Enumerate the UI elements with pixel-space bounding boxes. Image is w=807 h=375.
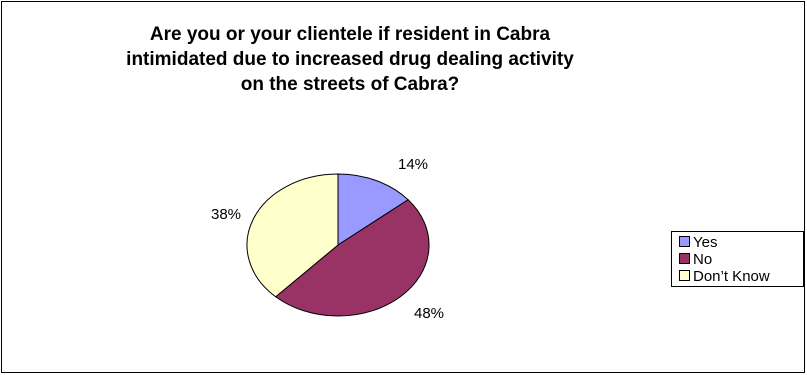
legend-label-no: No [693,251,713,268]
chart-title: Are you or your clientele if resident in… [0,22,700,97]
slice-no [274,199,430,317]
chart-title-line-3: on the streets of Cabra? [240,74,460,95]
slice-yes [337,173,409,246]
legend-item-dont-know: Don’t Know [679,268,770,285]
chart-title-line-2: intimidated due to increased drug dealin… [126,49,574,70]
data-label-yes: 14% [398,156,428,173]
legend-swatch-yes [679,236,690,247]
data-label-no: 48% [414,305,444,322]
legend-swatch-dont-know [679,270,690,281]
legend-item-yes: Yes [679,234,717,251]
legend-item-no: No [679,251,712,268]
legend-swatch-no [679,253,690,264]
legend-label-dont-know: Don’t Know [693,268,770,285]
chart-legend: Yes No Don’t Know [671,231,804,287]
slice-dont-know [246,173,339,298]
legend-label-yes: Yes [693,234,718,251]
chart-title-line-1: Are you or your clientele if resident in… [149,24,551,45]
data-label-dont-know: 38% [211,206,241,223]
